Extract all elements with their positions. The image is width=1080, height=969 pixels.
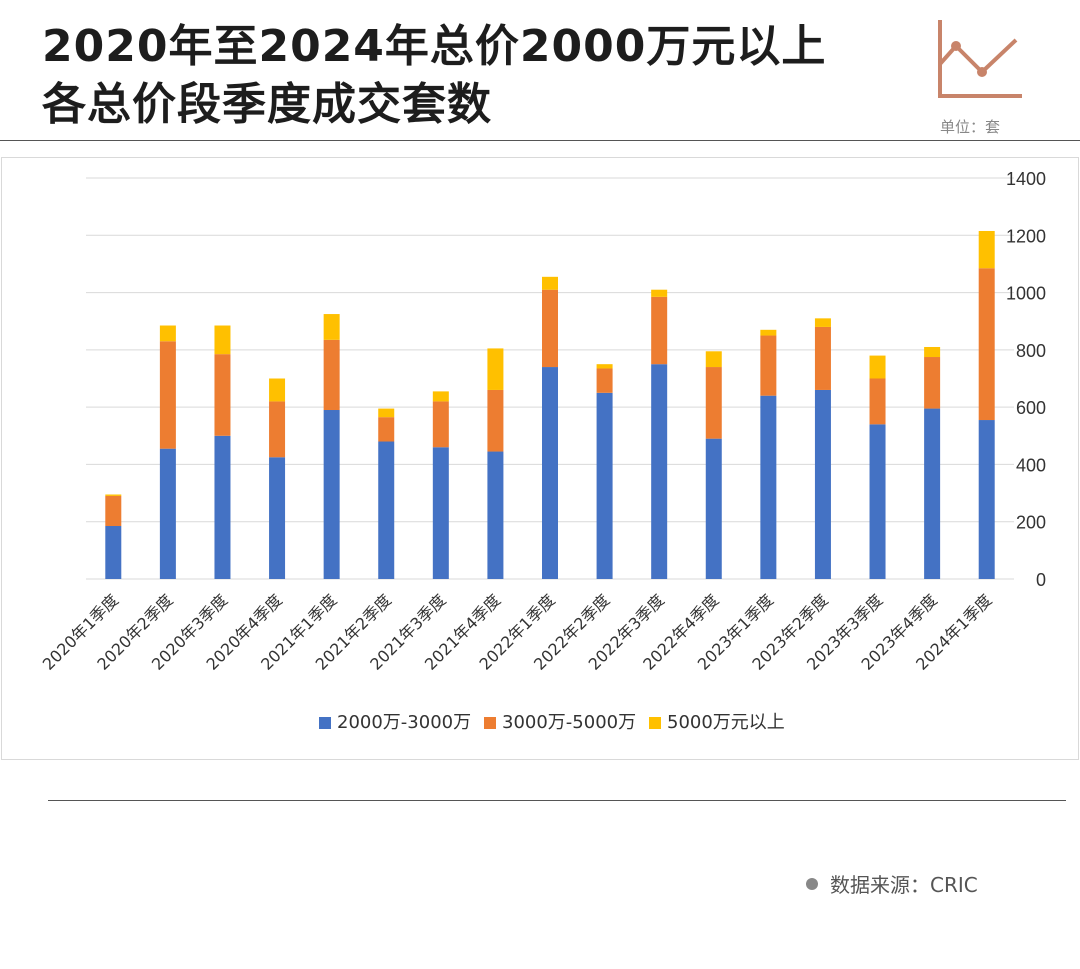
title-line-2: 各总价段季度成交套数 [42,79,492,130]
bar-2 [651,296,668,365]
legend-swatch-2 [484,717,496,729]
bar-3 [651,289,668,297]
y-tick-label: 400 [1016,455,1046,475]
bar-3 [323,314,340,340]
bar-1 [760,395,777,579]
bar-1 [159,448,176,579]
y-tick-label: 1400 [1006,169,1046,189]
y-tick-label: 1000 [1006,284,1046,304]
y-tick-label: 200 [1016,513,1046,533]
bottom-divider [48,800,1066,801]
bar-2 [705,367,722,439]
bar-3 [978,230,995,269]
bar-2 [760,335,777,396]
bar-1 [542,367,558,579]
bar-3 [814,318,831,327]
bar-2 [323,339,340,411]
bar-3 [596,364,613,369]
source-label: 数据来源：CRIC [830,873,978,897]
bar-3 [705,351,722,368]
chart-panel: 0 200 400 600 800 1000 1200 1400 2020年1季度 2020年2季… [1,157,1079,760]
bar-2 [432,401,449,448]
bar-1 [596,392,613,579]
line-chart-icon [938,20,1022,98]
legend-label-3: 5000万元以上 [667,712,785,733]
bar-3 [378,408,395,418]
y-tick-label: 800 [1016,341,1046,361]
bar-1 [432,447,449,579]
bullet-dot-icon [806,878,818,890]
source-note: 数据来源：CRIC [806,869,978,898]
y-tick-label: 600 [1016,398,1046,418]
bar-3 [869,355,886,379]
bar-2 [542,289,558,368]
bar-2 [869,378,886,425]
bar-3 [105,494,122,496]
bar-2 [487,389,504,452]
bar-1 [214,435,231,579]
bar-3 [432,391,449,402]
bar-2 [159,341,176,449]
bar-3 [924,346,941,358]
legend-label-1: 2000万-3000万 [337,712,471,733]
bar-1 [978,420,995,579]
page-title: 2020年至2024年总价2000万元以上 各总价段季度成交套数 [42,18,826,134]
bar-2 [269,401,286,458]
bar-2 [978,268,995,421]
bar-1 [705,438,722,579]
bar-2 [814,326,831,390]
bar-3 [542,276,558,290]
bar-1 [269,457,286,579]
legend-swatch-1 [319,717,331,729]
bar-1 [378,441,395,579]
bar-1 [869,424,886,579]
y-tick-label: 1200 [1006,226,1046,246]
bar-1 [651,364,668,579]
bar-1 [487,451,504,579]
bar-3 [214,325,231,355]
bar-3 [159,325,176,342]
bar-1 [814,389,831,579]
bar-3 [760,329,777,336]
bar-2 [105,495,122,527]
legend-swatch-3 [649,717,661,729]
title-line-1: 2020年至2024年总价2000万元以上 [42,21,827,72]
bar-1 [924,408,941,579]
bar-1 [323,410,340,579]
bar-2 [596,368,613,393]
unit-label: 单位：套 [940,118,1001,136]
bar-2 [214,354,231,436]
bar-3 [487,348,504,390]
bar-2 [378,417,395,442]
bar-2 [924,357,941,409]
y-tick-label: 0 [1036,570,1046,590]
legend-label-2: 3000万-5000万 [502,712,636,733]
top-divider [0,140,1080,141]
bar-1 [105,526,122,579]
stacked-bar-chart: 02004006008001000120014002020年1季度2020年2季… [39,169,1046,733]
bar-3 [269,378,286,402]
